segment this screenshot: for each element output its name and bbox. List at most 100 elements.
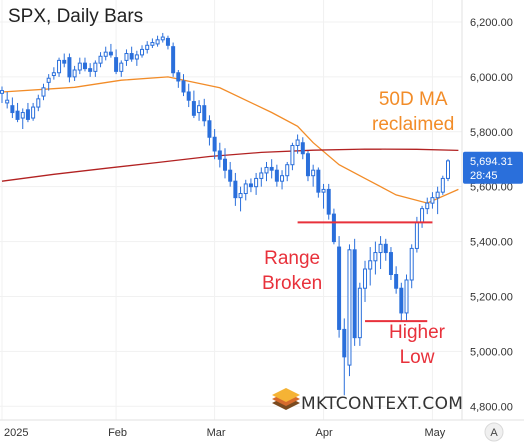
- y-tick-label: 5,400.00: [470, 237, 513, 249]
- candle: [0, 86, 4, 103]
- auto-scale-button[interactable]: A: [484, 422, 504, 442]
- candle: [394, 266, 399, 294]
- candle: [399, 282, 404, 322]
- candle: [155, 35, 160, 47]
- annotation-higher-low-text: Higher Low: [389, 322, 445, 368]
- candle: [10, 97, 15, 119]
- candle: [373, 241, 378, 275]
- chart-title: SPX, Daily Bars: [8, 6, 144, 27]
- candle: [5, 91, 10, 109]
- candle: [98, 52, 103, 68]
- last-price-label: 5,694.31: [470, 156, 513, 168]
- candle: [383, 238, 388, 261]
- candle: [305, 150, 310, 182]
- candle: [191, 90, 196, 119]
- candle: [176, 70, 181, 88]
- x-tick-label: Feb: [108, 427, 127, 439]
- candle: [254, 172, 259, 195]
- candle: [243, 179, 248, 201]
- candle: [321, 183, 326, 209]
- candle: [119, 60, 124, 77]
- last-price-badge: 5,694.31 28:45: [463, 151, 523, 184]
- ma-line: [1, 148, 459, 182]
- candle: [228, 161, 233, 187]
- candle: [269, 159, 274, 179]
- candle: [197, 100, 202, 121]
- annotation-higher-low: Higher Low: [389, 320, 445, 370]
- candle: [41, 83, 46, 101]
- candle: [165, 35, 170, 50]
- candle: [88, 63, 93, 77]
- candle: [388, 247, 393, 280]
- y-tick-label: 5,600.00: [470, 182, 513, 194]
- candle: [114, 49, 119, 75]
- candle: [363, 260, 368, 302]
- candle: [347, 244, 352, 377]
- candle: [368, 247, 373, 286]
- candle: [62, 53, 67, 68]
- candle: [223, 148, 227, 179]
- candle: [337, 236, 342, 338]
- candle: [280, 170, 285, 190]
- candle: [51, 67, 56, 80]
- y-tick-label: 4,800.00: [470, 401, 513, 413]
- annotation-range-text: Range Broken: [262, 248, 323, 294]
- candle: [67, 53, 72, 83]
- candle: [378, 236, 383, 270]
- candle: [326, 183, 331, 220]
- candle: [160, 32, 165, 43]
- candle: [233, 172, 238, 206]
- candle: [134, 50, 139, 66]
- candle: [46, 74, 51, 91]
- candle: [217, 142, 222, 168]
- candle: [311, 164, 316, 187]
- mktcontext-logo: MKTCONTEXT.COM: [272, 388, 463, 414]
- candle: [108, 43, 113, 58]
- candle: [357, 282, 362, 346]
- candle: [430, 192, 435, 209]
- y-tick-label: 5,000.00: [470, 346, 513, 358]
- candle: [186, 83, 191, 108]
- candle: [435, 186, 440, 215]
- candle: [290, 142, 295, 171]
- candle: [274, 164, 279, 187]
- candle: [145, 41, 150, 54]
- candle: [129, 46, 134, 62]
- candle: [202, 98, 207, 127]
- countdown-label: 28:45: [470, 170, 498, 182]
- y-tick-label: 6,000.00: [470, 72, 513, 84]
- x-tick-label: May: [424, 427, 445, 439]
- candle: [342, 318, 347, 396]
- candle: [20, 108, 25, 130]
- candle: [259, 167, 264, 187]
- candle: [409, 244, 414, 289]
- candle: [300, 137, 305, 160]
- candle: [352, 238, 357, 346]
- watermark-text: MKTCONTEXT.COM: [301, 394, 463, 414]
- candle: [238, 186, 243, 212]
- candle: [93, 60, 98, 77]
- x-tick-label: 2025: [4, 427, 28, 439]
- candle: [150, 38, 155, 49]
- candle: [25, 102, 30, 123]
- y-tick-label: 5,200.00: [470, 291, 513, 303]
- candle: [57, 57, 62, 77]
- candle: [440, 175, 445, 195]
- candle: [316, 167, 321, 198]
- svg-text:A: A: [490, 427, 498, 439]
- x-tick-label: Apr: [316, 427, 333, 439]
- annotation-ma-text: 50D MA reclaimed: [372, 89, 455, 135]
- candle: [264, 161, 269, 182]
- candle: [103, 46, 108, 61]
- candle: [77, 57, 82, 75]
- candle: [425, 197, 430, 215]
- candle: [295, 134, 300, 154]
- candle: [82, 57, 87, 72]
- y-tick-label: 6,200.00: [470, 17, 513, 29]
- candle: [331, 208, 336, 245]
- annotation-range-broken: Range Broken: [262, 246, 322, 296]
- candle: [140, 45, 145, 58]
- candle: [446, 159, 450, 182]
